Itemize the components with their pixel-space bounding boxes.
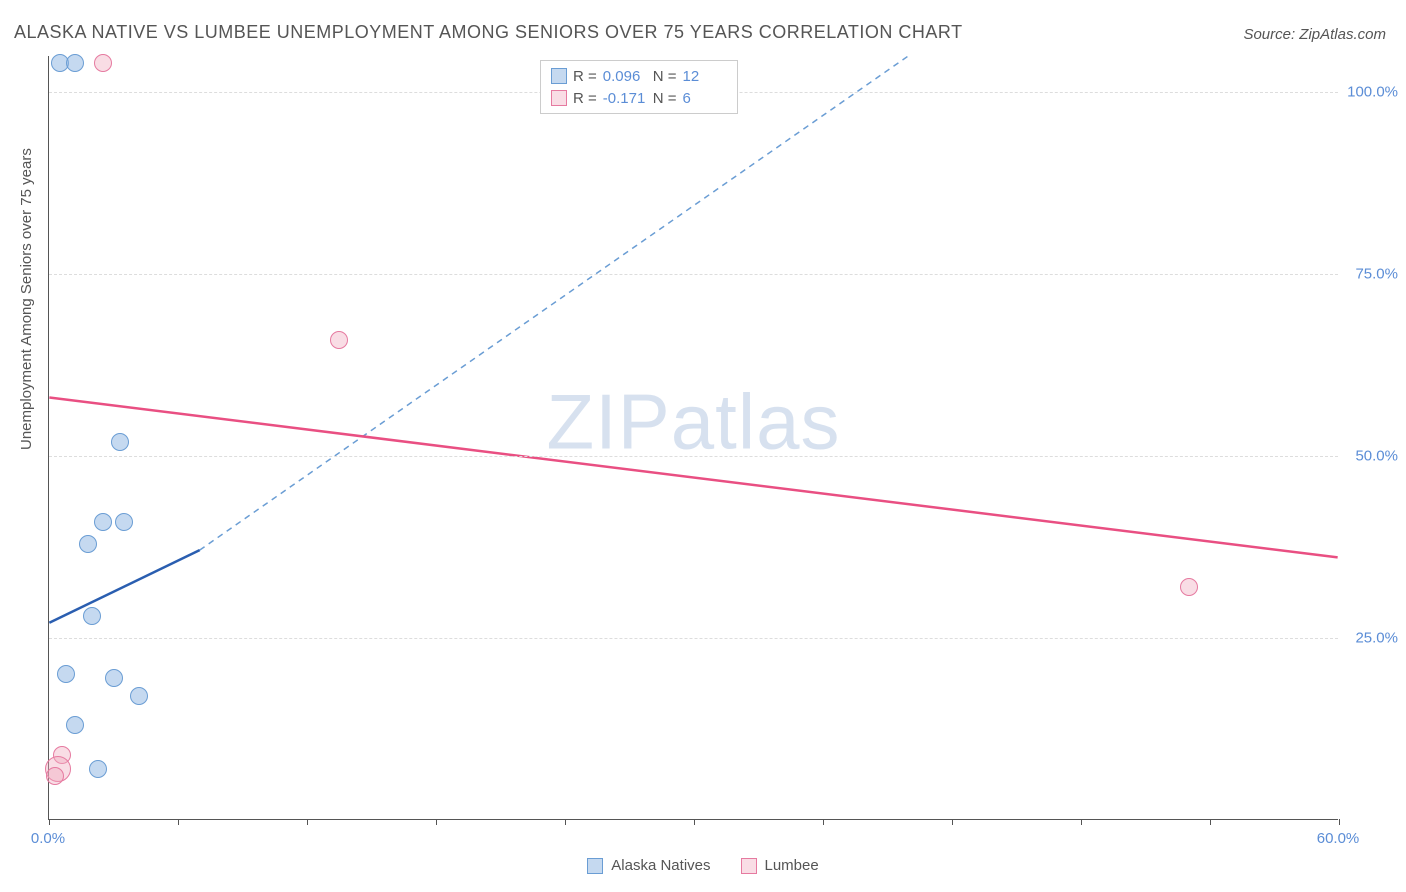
n-value: 6 xyxy=(683,90,727,107)
trend-line xyxy=(49,398,1337,558)
n-label: N = xyxy=(653,90,677,107)
trend-line xyxy=(200,56,909,550)
x-tick xyxy=(178,819,179,825)
x-tick-label: 60.0% xyxy=(1317,830,1360,847)
swatch-icon xyxy=(551,68,567,84)
n-label: N = xyxy=(653,68,677,85)
legend-label: Alaska Natives xyxy=(611,857,710,874)
x-tick xyxy=(436,819,437,825)
legend-item: Lumbee xyxy=(741,857,819,874)
r-value: 0.096 xyxy=(603,68,647,85)
x-tick xyxy=(823,819,824,825)
x-tick xyxy=(694,819,695,825)
trend-lines-svg xyxy=(49,56,1338,819)
scatter-point xyxy=(46,767,64,785)
scatter-point xyxy=(83,607,101,625)
x-tick xyxy=(1339,819,1340,825)
r-value: -0.171 xyxy=(603,90,647,107)
legend-label: Lumbee xyxy=(765,857,819,874)
scatter-point xyxy=(66,716,84,734)
legend-row: R = 0.096 N = 12 xyxy=(551,65,727,87)
scatter-point xyxy=(89,760,107,778)
x-tick xyxy=(1210,819,1211,825)
legend-row: R = -0.171 N = 6 xyxy=(551,87,727,109)
x-tick xyxy=(952,819,953,825)
x-tick xyxy=(1081,819,1082,825)
scatter-point xyxy=(111,433,129,451)
scatter-point xyxy=(79,535,97,553)
r-label: R = xyxy=(573,68,597,85)
correlation-legend: R = 0.096 N = 12 R = -0.171 N = 6 xyxy=(540,60,738,114)
x-tick xyxy=(307,819,308,825)
x-tick xyxy=(565,819,566,825)
plot-area: ZIPatlas 25.0%50.0%75.0%100.0% xyxy=(48,56,1338,820)
source-label: Source: ZipAtlas.com xyxy=(1243,26,1386,43)
scatter-point xyxy=(66,54,84,72)
swatch-icon xyxy=(587,858,603,874)
gridline xyxy=(49,638,1338,639)
y-tick-label: 100.0% xyxy=(1343,84,1398,101)
y-tick-label: 25.0% xyxy=(1343,630,1398,647)
n-value: 12 xyxy=(683,68,727,85)
scatter-point xyxy=(115,513,133,531)
gridline xyxy=(49,274,1338,275)
chart-title: ALASKA NATIVE VS LUMBEE UNEMPLOYMENT AMO… xyxy=(14,22,963,43)
gridline xyxy=(49,456,1338,457)
scatter-point xyxy=(1180,578,1198,596)
scatter-point xyxy=(130,687,148,705)
x-tick xyxy=(49,819,50,825)
y-axis-label: Unemployment Among Seniors over 75 years xyxy=(18,148,35,450)
legend-item: Alaska Natives xyxy=(587,857,710,874)
scatter-point xyxy=(94,54,112,72)
series-legend: Alaska Natives Lumbee xyxy=(0,857,1406,874)
scatter-point xyxy=(330,331,348,349)
scatter-point xyxy=(105,669,123,687)
swatch-icon xyxy=(551,90,567,106)
trend-line xyxy=(49,550,199,623)
r-label: R = xyxy=(573,90,597,107)
swatch-icon xyxy=(741,858,757,874)
scatter-point xyxy=(94,513,112,531)
y-tick-label: 50.0% xyxy=(1343,448,1398,465)
x-tick-label: 0.0% xyxy=(31,830,65,847)
scatter-point xyxy=(57,665,75,683)
y-tick-label: 75.0% xyxy=(1343,266,1398,283)
